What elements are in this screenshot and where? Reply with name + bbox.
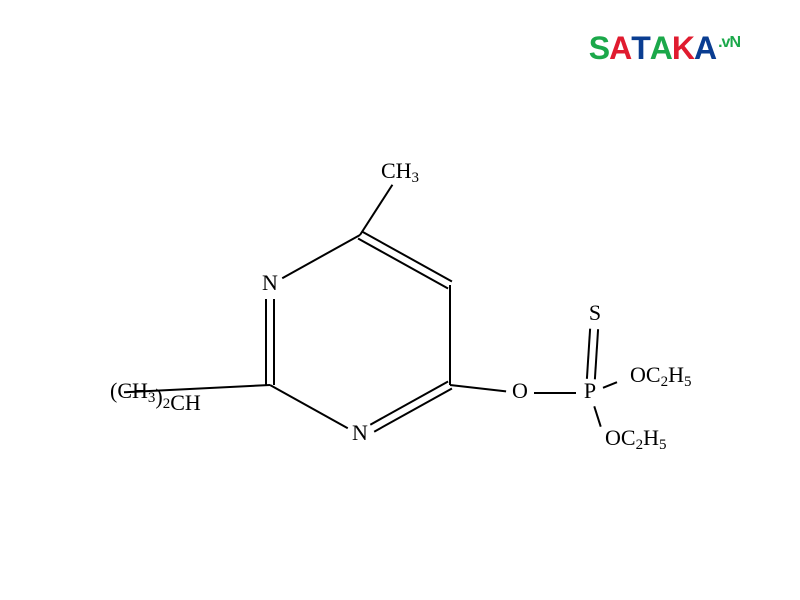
logo-char-1: A <box>609 30 631 67</box>
svg-text:S: S <box>589 300 601 325</box>
logo-char-5: A <box>694 30 716 67</box>
chemical-structure-diagram: CH3 N N (CH3)2CH O P S OC2H5 OC2H5 <box>90 130 710 510</box>
brand-logo: SATAKA.vN <box>589 30 740 67</box>
structure-svg: CH3 N N (CH3)2CH O P S OC2H5 OC2H5 <box>90 130 710 510</box>
svg-text:N: N <box>352 420 368 445</box>
svg-text:OC2H5: OC2H5 <box>605 425 666 453</box>
logo-suffix: .vN <box>718 34 740 52</box>
svg-text:P: P <box>584 378 596 403</box>
logo-char-4: K <box>672 30 694 67</box>
logo-char-3: A <box>650 30 672 67</box>
svg-text:OC2H5: OC2H5 <box>630 362 691 390</box>
svg-text:N: N <box>262 270 278 295</box>
logo-char-0: S <box>589 30 609 67</box>
logo-char-2: T <box>631 30 650 67</box>
svg-text:O: O <box>512 378 528 403</box>
svg-text:(CH3)2CH: (CH3)2CH <box>110 378 201 415</box>
svg-text:CH3: CH3 <box>381 158 419 186</box>
